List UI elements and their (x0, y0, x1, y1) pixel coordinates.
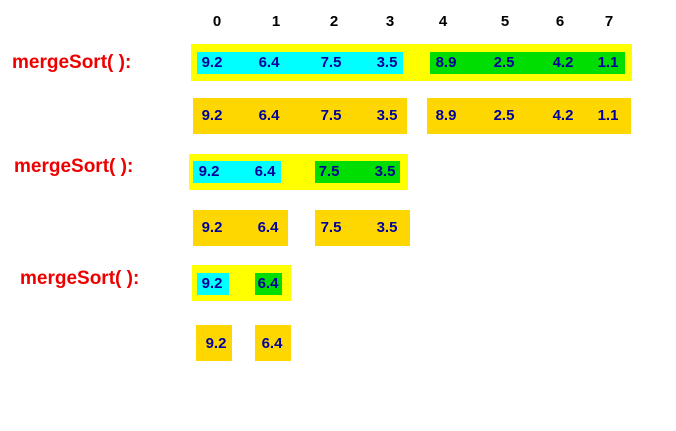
array-value: 1.1 (597, 107, 619, 124)
array-value: 7.5 (320, 107, 342, 124)
array-value: 4.2 (552, 107, 574, 124)
array-value: 3.5 (374, 163, 396, 180)
array-value: 9.2 (201, 107, 223, 124)
merge-sort-call-label: mergeSort( ): (20, 268, 140, 289)
left-split-box (193, 98, 407, 134)
array-value: 2.5 (493, 54, 515, 71)
array-value: 2.5 (493, 107, 515, 124)
array-value: 3.5 (376, 107, 398, 124)
left-split-box (196, 325, 232, 361)
index-label: 0 (212, 13, 222, 30)
array-value: 7.5 (320, 219, 342, 236)
array-value: 6.4 (261, 335, 283, 352)
array-value: 9.2 (201, 219, 223, 236)
array-value: 6.4 (254, 163, 276, 180)
merge-sort-call-label: mergeSort( ): (14, 156, 134, 177)
index-label: 1 (271, 13, 281, 30)
right-half-highlight (430, 52, 625, 74)
left-half-highlight (197, 273, 229, 295)
left-half-highlight (193, 161, 281, 183)
array-value: 9.2 (201, 54, 223, 71)
array-value: 1.1 (597, 54, 619, 71)
array-value: 6.4 (257, 275, 279, 292)
array-value: 8.9 (435, 107, 457, 124)
left-split-box (193, 210, 288, 246)
right-split-box (255, 325, 291, 361)
array-value: 8.9 (435, 54, 457, 71)
index-label: 6 (555, 13, 565, 30)
index-label: 7 (604, 13, 614, 30)
index-label: 4 (438, 13, 448, 30)
array-value: 3.5 (376, 54, 398, 71)
array-value: 9.2 (201, 275, 223, 292)
array-value: 6.4 (258, 107, 280, 124)
array-value: 9.2 (198, 163, 220, 180)
array-value: 6.4 (257, 219, 279, 236)
left-half-highlight (197, 52, 403, 74)
array-value: 9.2 (205, 335, 227, 352)
index-label: 2 (329, 13, 339, 30)
index-label: 5 (500, 13, 510, 30)
right-half-highlight (255, 273, 282, 295)
index-label: 3 (385, 13, 395, 30)
right-split-box (315, 210, 410, 246)
array-value: 4.2 (552, 54, 574, 71)
right-half-highlight (315, 161, 400, 183)
array-value: 7.5 (318, 163, 340, 180)
array-value: 3.5 (376, 219, 398, 236)
array-value: 7.5 (320, 54, 342, 71)
right-split-box (427, 98, 631, 134)
array-value: 6.4 (258, 54, 280, 71)
merge-sort-call-label: mergeSort( ): (12, 52, 132, 73)
